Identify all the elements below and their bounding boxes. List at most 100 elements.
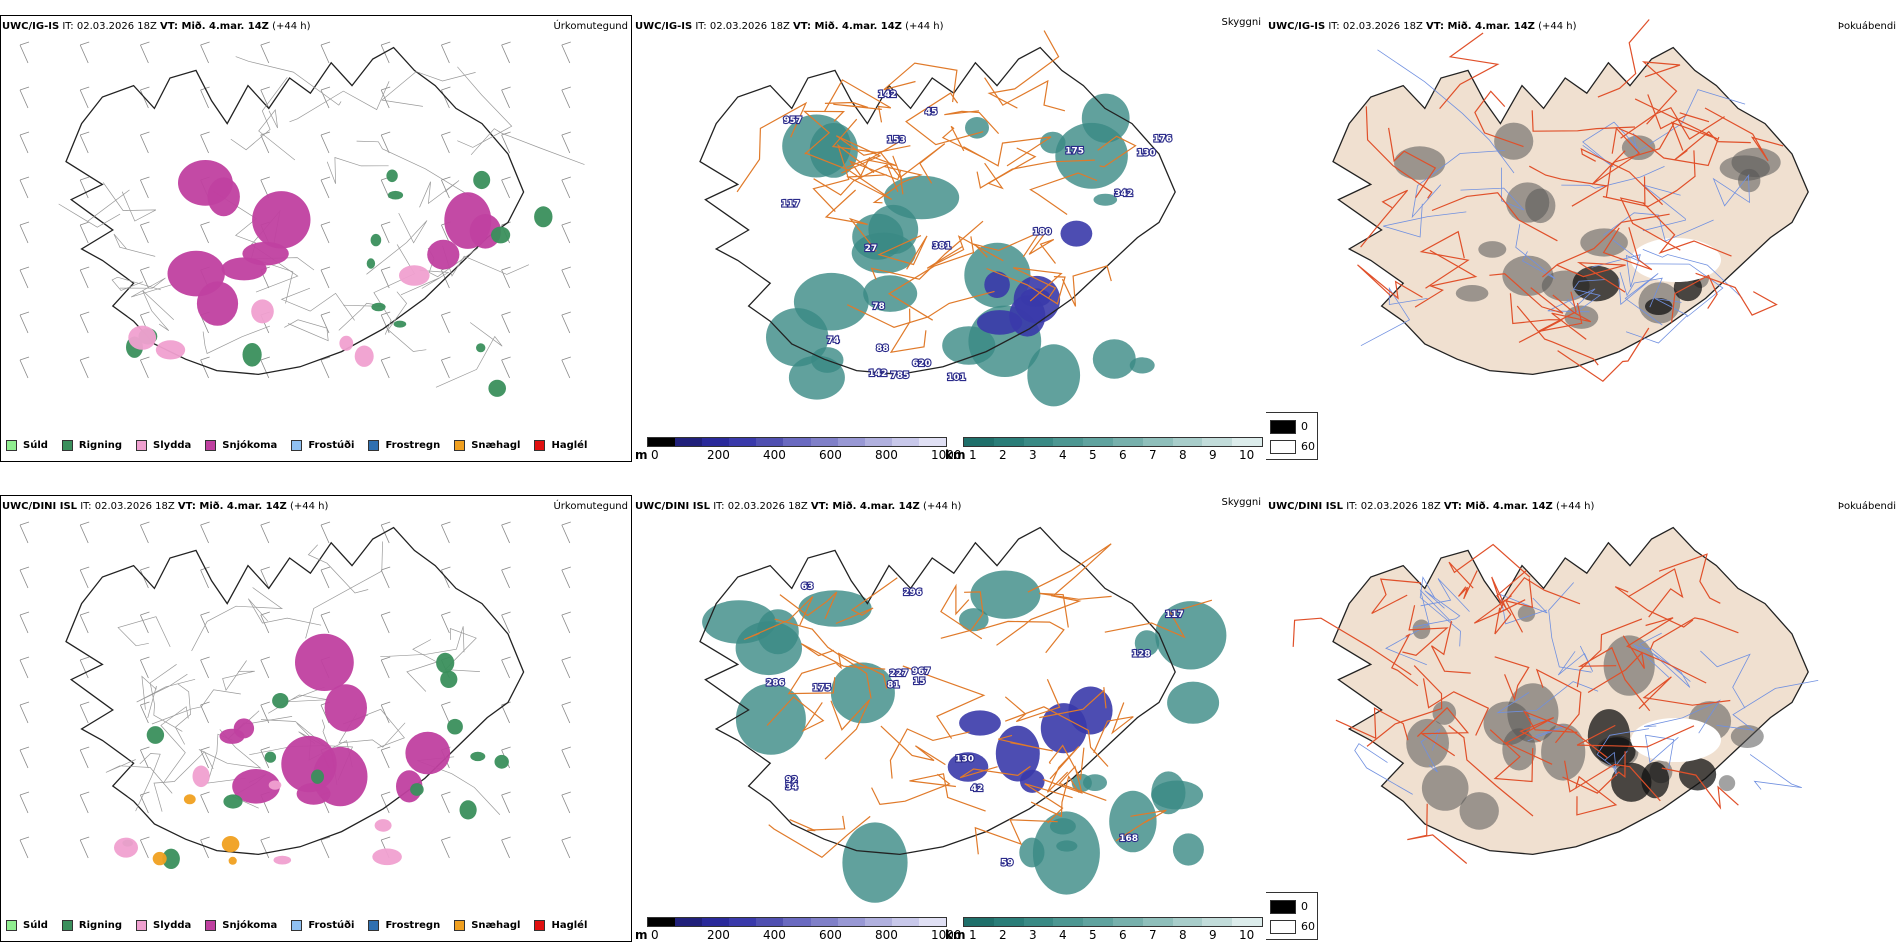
low-visibility-area	[830, 662, 895, 724]
precip-legend: Súld Rigning Slydda Snjókoma Frostúði Frostre…	[6, 920, 601, 931]
panel-label: Skyggni	[1221, 497, 1261, 508]
rain-area	[311, 769, 324, 784]
road-line	[284, 319, 329, 342]
colorbar-segment	[1142, 438, 1173, 446]
colorbar-segment	[1172, 438, 1203, 446]
ceiling-tick: 600	[819, 928, 842, 942]
road-line	[1402, 605, 1449, 656]
road-line	[1626, 617, 1707, 684]
wind-barb	[200, 611, 210, 634]
road-line	[1605, 122, 1675, 197]
wind-barb	[140, 41, 150, 64]
visibility-tick: 8	[1179, 928, 1187, 942]
road-line	[338, 713, 406, 748]
wind-barb	[140, 266, 150, 289]
model-name: UWC/IG-IS	[635, 21, 693, 32]
fog-map	[1292, 526, 1819, 864]
ceiling-value-label: 92	[785, 776, 798, 786]
road-line	[824, 699, 871, 760]
legend-swatch	[1270, 420, 1296, 434]
colorbar-segment	[964, 438, 994, 446]
road-line	[1439, 32, 1500, 109]
road-line	[959, 765, 1031, 779]
road-line	[812, 143, 875, 213]
wind-barb	[200, 566, 210, 589]
road-line	[768, 815, 871, 859]
low-visibility-area	[1134, 630, 1160, 656]
road-line	[1360, 189, 1409, 248]
visibility-tick: 4	[1059, 928, 1067, 942]
fog-area	[1421, 765, 1469, 811]
road-line	[1407, 803, 1468, 864]
wind-barb	[320, 176, 331, 199]
wind-barb	[380, 131, 391, 154]
snow-area	[427, 239, 460, 270]
wind-barb	[501, 266, 511, 289]
road-line	[889, 728, 970, 779]
colorbar-segment	[1053, 918, 1084, 926]
visibility-tick: 6	[1119, 448, 1127, 462]
road-line	[1618, 127, 1720, 167]
road-line	[338, 302, 386, 331]
low-visibility-area	[1093, 193, 1118, 206]
ceiling-value-label: 78	[872, 302, 885, 312]
visibility-tick: 8	[1179, 448, 1187, 462]
river-line	[1619, 272, 1663, 308]
colorbar-segment	[1232, 918, 1262, 926]
visibility-tick: 3	[1029, 928, 1037, 942]
visibility-tick: 5	[1089, 448, 1097, 462]
legend-label: Rigning	[78, 440, 123, 451]
river-line	[1603, 212, 1714, 242]
road-line	[280, 287, 355, 321]
low-visibility-area	[782, 114, 851, 178]
visibility-tick: 7	[1149, 448, 1157, 462]
low-visibility-area	[735, 683, 806, 755]
low-visibility-area	[798, 590, 872, 627]
wind-barb	[260, 836, 270, 859]
lead-time: (+44 h)	[901, 21, 944, 32]
road-line	[1542, 213, 1670, 278]
wind-barb	[19, 86, 30, 109]
legend-item: Snjókoma	[205, 920, 277, 931]
road-line	[984, 77, 1066, 112]
visibility-tick: 3	[1029, 448, 1037, 462]
wind-barb	[320, 41, 331, 64]
colorbar-segment	[993, 438, 1024, 446]
wind-barb	[200, 221, 210, 244]
model-name: UWC/IG-IS	[2, 21, 60, 32]
visibility-tick: 2	[999, 448, 1007, 462]
ceiling-value-label: 142	[878, 90, 897, 100]
wind-barb	[200, 701, 210, 724]
wind-barb	[260, 656, 270, 679]
low-visibility-area	[1027, 344, 1081, 407]
road-line	[1416, 706, 1470, 757]
wind-barb	[79, 791, 90, 814]
wind-barb	[561, 521, 571, 544]
visibility-tick: 10	[1239, 928, 1255, 942]
road-line	[1695, 272, 1778, 316]
wind-barb	[320, 131, 331, 154]
road-line	[887, 236, 975, 321]
visibility-unit: km	[945, 448, 966, 462]
dense-fog-area	[1611, 762, 1652, 802]
road-line	[926, 235, 1004, 269]
road-line	[58, 189, 130, 228]
road-line	[142, 290, 175, 331]
colorbar-segment	[864, 918, 892, 926]
road-line	[1390, 633, 1419, 687]
road-line	[289, 81, 390, 123]
precip-legend: Súld Rigning Slydda Snjókoma Frostúði Frostre…	[6, 440, 601, 451]
road-line	[1658, 553, 1721, 604]
river-line	[1419, 576, 1461, 647]
wind-barb	[441, 311, 451, 334]
wind-barb	[140, 131, 150, 154]
ceiling-value-label: 957	[783, 116, 802, 126]
snow-area	[167, 250, 225, 297]
fog-area	[1730, 725, 1764, 748]
road-line	[1602, 227, 1653, 271]
road-line	[872, 165, 923, 204]
ceiling-value-label: 45	[925, 108, 938, 118]
wind-barb	[441, 521, 451, 544]
colorbar-segment	[1202, 438, 1233, 446]
wind-barb	[260, 86, 270, 109]
